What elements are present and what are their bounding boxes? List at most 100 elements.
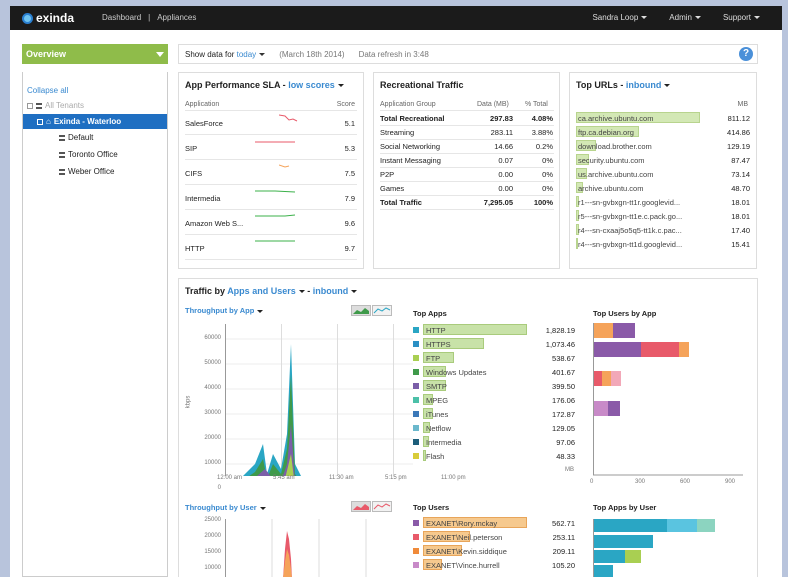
legend-swatch [413,397,419,403]
url-name[interactable]: archive.ubuntu.com [578,184,644,193]
recreational-title: Recreational Traffic [380,80,464,90]
x-tick: 300 [635,479,646,485]
app-bar [423,408,433,419]
rec-pct: 3.88% [531,128,553,137]
chevron-down-icon[interactable] [337,84,344,88]
app-name[interactable]: Netflow [426,424,452,433]
sla-filter-link[interactable]: low scores [288,80,335,90]
stack-bar-segment[interactable] [611,371,621,386]
app-name[interactable]: Intermedia [426,438,462,447]
area-chart-toggle[interactable] [351,305,371,316]
app-name[interactable]: HTTPS [426,340,451,349]
tree-item-weber-office[interactable]: Weber Office [59,167,114,176]
col-score: Score [336,101,355,108]
support-menu[interactable]: Support [723,13,760,22]
app-name[interactable]: MPEG [426,396,449,405]
app-name[interactable]: iTunes [426,410,449,419]
url-name[interactable]: us.archive.ubuntu.com [578,170,654,179]
line-chart-toggle[interactable] [372,305,392,316]
overview-dropdown[interactable]: Overview [22,44,168,64]
stack-bar-segment[interactable] [593,401,608,416]
nav-separator: | [148,13,151,22]
chevron-down-icon[interactable] [298,290,305,294]
stack-bar-segment[interactable] [593,323,613,338]
collapse-icon[interactable] [27,102,33,109]
tree-item-exinda-waterloo[interactable]: ⌂ Exinda - Waterloo [23,114,167,129]
rec-group: P2P [380,170,395,179]
url-name[interactable]: download.brother.com [578,142,652,151]
chevron-down-icon [754,16,760,20]
user-bar [423,545,462,556]
app-name[interactable]: SMTP [426,382,447,391]
app-value: 129.05 [552,424,575,433]
urls-direction-link[interactable]: inbound [625,80,662,90]
collapse-all-link[interactable]: Collapse all [27,86,69,95]
url-name[interactable]: security.ubuntu.com [578,156,645,165]
stack-bar-segment[interactable] [625,550,641,563]
user-bar [423,517,527,528]
stack-bar-segment[interactable] [667,519,697,532]
brand-logo[interactable]: exinda [22,11,74,25]
user-series-area [283,549,292,577]
exinda-logo-icon [22,12,33,24]
tree-item-label: Toronto Office [68,150,118,159]
url-name[interactable]: r5---sn-gvbxgn-tt1e.c.pack.go... [578,212,683,221]
stack-bar-segment[interactable] [593,371,602,386]
line-chart-toggle[interactable] [372,501,392,512]
stack-bar-segment[interactable] [602,371,611,386]
nav-appliances[interactable]: Appliances [157,13,197,22]
url-name[interactable]: ca.archive.ubuntu.com [578,114,654,123]
user-name[interactable]: EXANET\Rory.mckay [426,519,498,528]
url-name[interactable]: r1---sn-gvbxgn-tt1r.googlevid... [578,198,681,207]
area-chart-toggle[interactable] [351,501,371,512]
app-name[interactable]: HTTP [426,326,446,335]
collapse-icon[interactable] [37,118,43,125]
app-value: 399.50 [552,382,575,391]
stack-bar-segment[interactable] [593,565,613,577]
stack-bar-segment[interactable] [679,342,689,357]
throughput-by-app-title[interactable]: Throughput by App [185,306,264,315]
tree-item-default[interactable]: Default [59,133,93,142]
stack-bar-segment[interactable] [697,519,715,532]
user-name[interactable]: EXANET\Neil.peterson [426,533,503,542]
chevron-down-icon [156,52,164,57]
top-users-by-app-title: Top Users by App [593,309,657,318]
stack-bar-segment[interactable] [641,342,679,357]
tree-item-toronto-office[interactable]: Toronto Office [59,150,118,159]
throughput-by-user-title[interactable]: Throughput by User [185,503,266,512]
admin-menu[interactable]: Admin [669,13,701,22]
app-value: 172.87 [552,410,575,419]
traffic-direction-link[interactable]: inbound [312,286,349,296]
user-name[interactable]: EXANET\Kevin.siddique [426,547,507,556]
url-name[interactable]: r4---sn-gvbxgn-tt1d.googlevid... [578,240,683,249]
chevron-down-icon[interactable] [664,84,671,88]
url-name[interactable]: r4---sn-cxaaj5o5q5-tt1k.c.pac... [578,226,682,235]
overview-label: Overview [26,49,67,59]
x-tick: 5:45 am [273,475,295,481]
rec-group: Games [380,184,405,193]
stack-bar-segment[interactable] [593,550,625,563]
traffic-mode-link[interactable]: Apps and Users [227,286,296,296]
stack-bar-segment[interactable] [608,401,620,416]
nav-dashboard[interactable]: Dashboard [102,13,142,22]
chevron-down-icon[interactable] [259,53,266,57]
sla-sparkline [255,240,295,242]
chevron-down-icon[interactable] [351,290,358,294]
app-name[interactable]: Windows Updates [426,368,487,377]
url-name[interactable]: ftp.ca.debian.org [578,128,634,137]
app-bar [423,394,433,405]
line-chart-icon [373,307,391,314]
user-menu[interactable]: Sandra Loop [592,13,648,22]
user-name[interactable]: EXANET\Vince.hurrell [426,561,500,570]
throughput-by-user-chart [225,519,367,577]
stack-bar-segment[interactable] [593,535,653,548]
help-icon[interactable]: ? [739,47,753,61]
app-name[interactable]: FTP [426,354,441,363]
stack-bar-segment[interactable] [593,519,667,532]
tree-item-all-tenants[interactable]: All Tenants [27,101,84,110]
stack-bar-segment[interactable] [613,323,635,338]
range-selector[interactable]: today [236,50,257,59]
stack-bar-segment[interactable] [593,342,641,357]
y-tick: 40000 [204,385,221,391]
app-name[interactable]: Flash [426,452,445,461]
